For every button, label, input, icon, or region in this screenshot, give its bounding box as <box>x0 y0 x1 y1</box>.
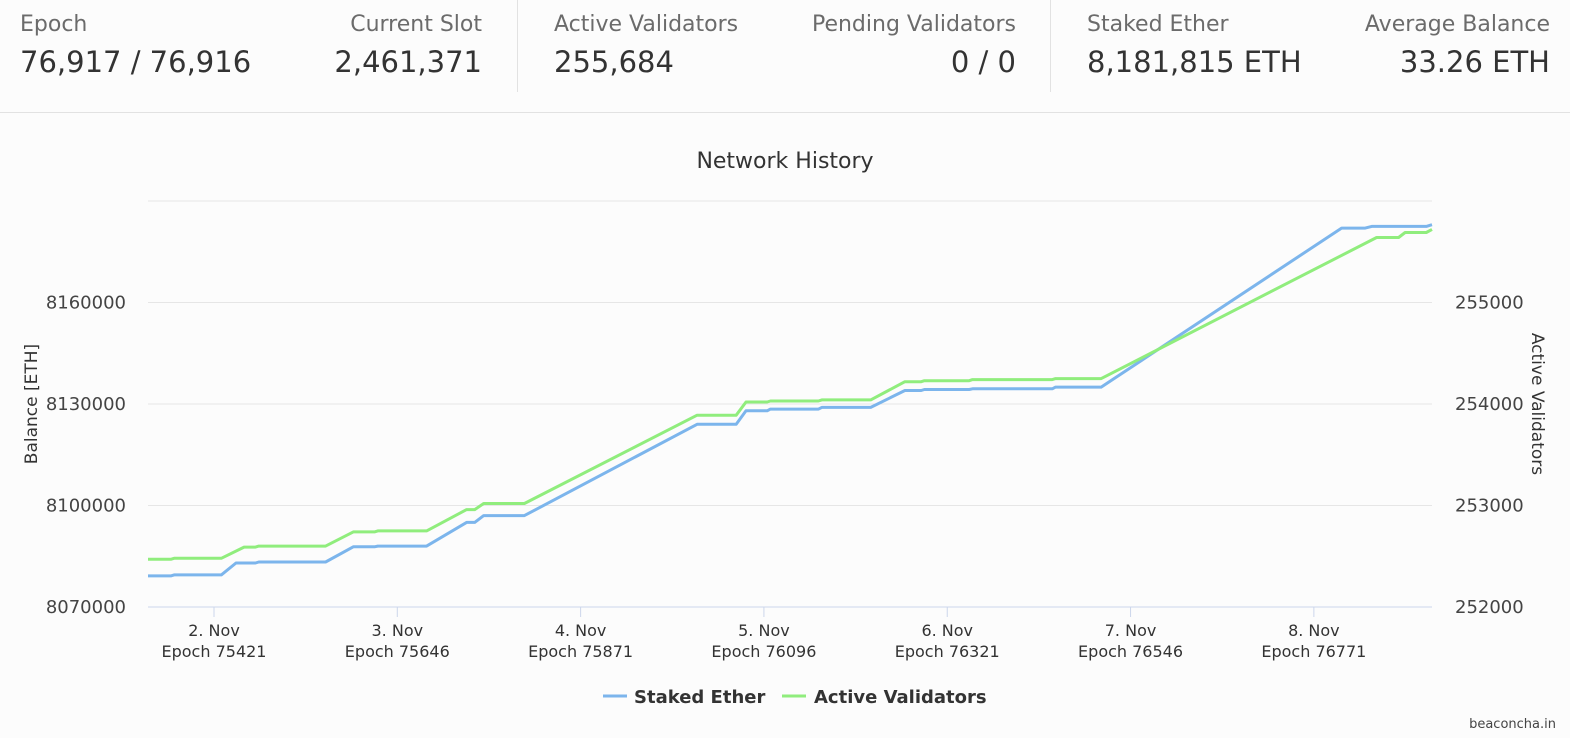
stat-label: Staked Ether <box>1087 12 1229 37</box>
right-axis-title: Active Validators <box>1527 333 1547 475</box>
stat-value[interactable]: 2,461,371 <box>334 45 482 79</box>
legend: Staked Ether Active Validators <box>603 687 987 708</box>
stat-staked-ether: Staked Ether 8,181,815 ETH <box>1087 12 1302 79</box>
stat-label: Current Slot <box>350 12 482 37</box>
stat-label: Average Balance <box>1364 12 1550 37</box>
x-tick-date: 3. Nov <box>372 621 424 640</box>
left-tick-label: 8130000 <box>46 394 126 415</box>
stat-label: Active Validators <box>554 12 739 37</box>
right-tick-label: 255000 <box>1455 293 1524 314</box>
x-tick-epoch: Epoch 76321 <box>895 642 1000 661</box>
x-tick-epoch: Epoch 76771 <box>1261 642 1366 661</box>
stat-value: 0 / 0 <box>950 45 1016 79</box>
stat-value: 8,181,815 ETH <box>1087 45 1302 79</box>
right-tick-label: 253000 <box>1455 496 1524 517</box>
left-tick-label: 8160000 <box>46 293 126 314</box>
left-tick-label: 8100000 <box>46 496 126 517</box>
right-tick-label: 252000 <box>1455 597 1524 618</box>
x-tick-date: 7. Nov <box>1105 621 1157 640</box>
x-tick-epoch: Epoch 75421 <box>162 642 267 661</box>
divider <box>1050 0 1051 92</box>
right-axis-ticks: 252000 253000 254000 255000 <box>1455 293 1524 619</box>
stat-active-validators: Active Validators 255,684 <box>554 12 738 79</box>
chart-title: Network History <box>696 149 873 174</box>
left-tick-label: 8070000 <box>46 597 126 618</box>
x-tick-date: 2. Nov <box>188 621 240 640</box>
series-line-staked-ether <box>148 223 1433 578</box>
stat-epoch: Epoch 76,917 / 76,916 <box>20 12 251 79</box>
stat-value: 33.26 ETH <box>1399 45 1550 79</box>
series-lines <box>148 223 1433 578</box>
left-axis-title: Balance [ETH] <box>22 344 42 464</box>
x-tick-epoch: Epoch 75871 <box>528 642 633 661</box>
x-tick-date: 5. Nov <box>738 621 790 640</box>
stat-label: Epoch <box>20 12 88 37</box>
stat-current-slot: Current Slot 2,461,371 <box>334 12 482 79</box>
left-axis-ticks: 8070000 8100000 8130000 8160000 <box>46 293 126 619</box>
stat-average-balance: Average Balance 33.26 ETH <box>1365 12 1550 79</box>
divider <box>517 0 518 92</box>
x-tick-date: 6. Nov <box>921 621 973 640</box>
stat-value: 255,684 <box>554 45 674 79</box>
stat-label: Pending Validators <box>811 12 1016 37</box>
right-tick-label: 254000 <box>1455 394 1524 415</box>
x-tick-epoch: Epoch 76546 <box>1078 642 1183 661</box>
series-line-active-validators <box>148 228 1433 561</box>
x-axis-ticks: 2. Nov Epoch 75421 3. Nov Epoch 75646 4. Nov… <box>162 607 1366 661</box>
x-tick-date: 4. Nov <box>555 621 607 640</box>
footer-credit[interactable]: beaconcha.in <box>1469 717 1556 732</box>
network-history-chart: Network History 8070000 8100000 8130000 816… <box>22 149 1547 708</box>
legend-item-staked-ether[interactable]: Staked Ether <box>634 687 765 708</box>
x-tick-epoch: Epoch 75646 <box>345 642 450 661</box>
x-tick-epoch: Epoch 76096 <box>711 642 816 661</box>
stat-pending-validators: Pending Validators 0 / 0 <box>812 12 1016 79</box>
grid-lines <box>148 200 1432 608</box>
x-tick-date: 8. Nov <box>1288 621 1340 640</box>
stats-bar: Epoch 76,917 / 76,916 Current Slot 2,461… <box>0 0 1570 113</box>
legend-item-active-validators[interactable]: Active Validators <box>814 687 987 708</box>
stat-value[interactable]: 76,917 / 76,916 <box>20 45 252 79</box>
